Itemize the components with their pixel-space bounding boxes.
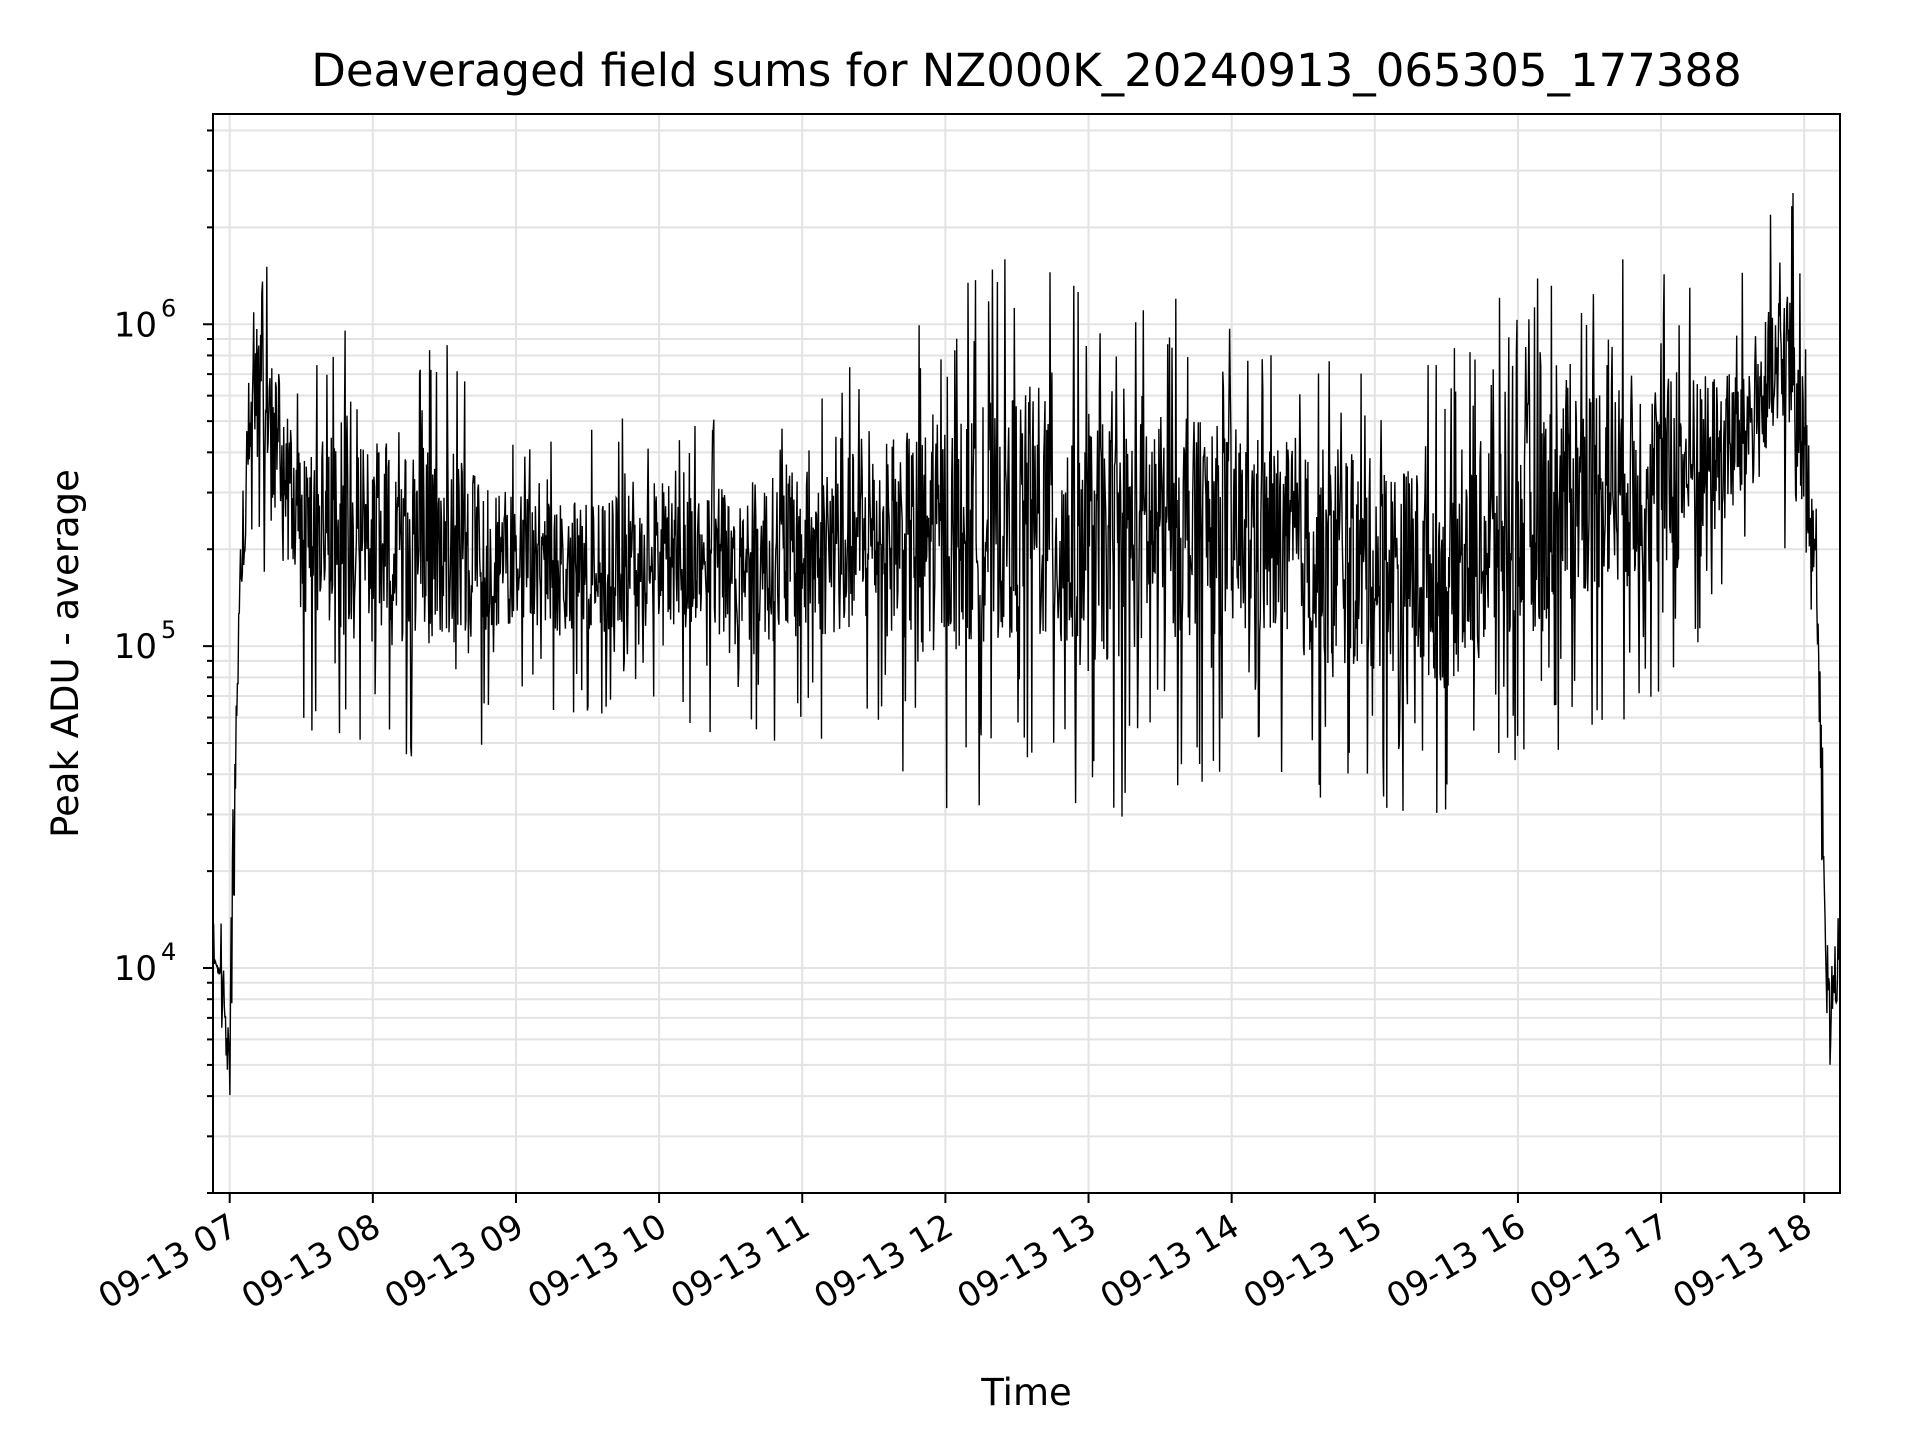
- chart-title: Deaveraged field sums for NZ000K_2024091…: [311, 44, 1742, 97]
- y-axis-label: Peak ADU - average: [44, 469, 87, 838]
- x-tick-label: 09-13 18: [1666, 1206, 1818, 1317]
- x-tick-label: 09-13 17: [1523, 1206, 1675, 1317]
- x-tick-label: 09-13 12: [807, 1206, 959, 1317]
- plot-frame: [212, 113, 1841, 1194]
- x-tick-label: 09-13 07: [92, 1206, 244, 1317]
- x-tick-label: 09-13 14: [1094, 1206, 1246, 1317]
- y-tick-label: 10: [114, 949, 157, 989]
- x-tick-label: 09-13 08: [235, 1206, 387, 1317]
- x-tick-label: 09-13 10: [521, 1206, 673, 1317]
- x-tick-label: 09-13 11: [664, 1206, 816, 1317]
- series-path: [212, 192, 1841, 1096]
- x-tick-label: 09-13 15: [1237, 1206, 1389, 1317]
- y-tick-label: 10: [114, 305, 157, 345]
- y-tick-exponent: 4: [161, 938, 176, 966]
- x-tick-label: 09-13 16: [1380, 1206, 1532, 1317]
- x-tick-label: 09-13 09: [378, 1206, 530, 1317]
- y-tick-exponent: 5: [161, 616, 176, 644]
- series-line: [212, 192, 1841, 1096]
- y-tick-label: 10: [114, 627, 157, 667]
- x-axis-label: Time: [980, 1371, 1072, 1414]
- y-tick-exponent: 6: [161, 294, 176, 322]
- x-tick-label: 09-13 13: [951, 1206, 1103, 1317]
